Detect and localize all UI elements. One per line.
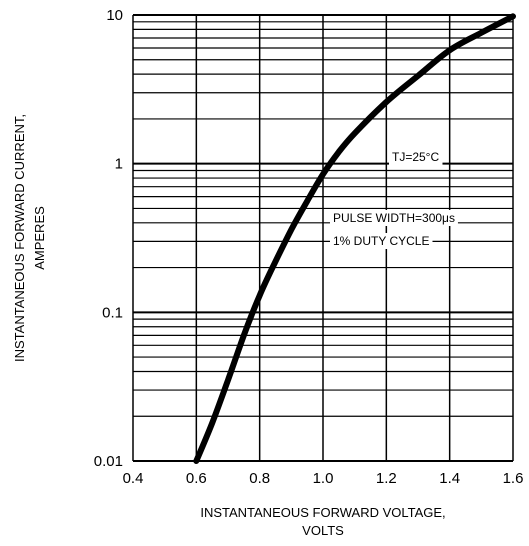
y-axis-title-line2: AMPERES [32,206,47,270]
annotation-duty-cycle: 1% DUTY CYCLE [333,234,429,248]
y-tick-label: 1 [115,156,123,173]
annotation-pulse-width-bg [330,210,458,226]
x-tick-label: 0.8 [249,470,270,487]
x-tick-label: 1.0 [313,470,334,487]
y-tick-label: 0.01 [94,453,123,470]
y-tick-label: 10 [106,7,123,24]
series-layer [193,13,516,464]
y-axis-title-line1: INSTANTANEOUS FORWARD CURRENT, [12,114,27,362]
x-tick-label: 1.6 [503,470,524,487]
tick-labels: 0.4 0.6 0.8 1.0 1.2 1.4 1.6 0.01 0.1 1 10 [94,7,524,487]
y-tick-label: 0.1 [102,304,123,321]
x-axis-title-line2: VOLTS [302,523,344,538]
grid [132,14,514,462]
annotations: TJ=25°C PULSE WIDTH=300μs 1% DUTY CYCLE [330,149,458,249]
x-tick-label: 1.2 [376,470,397,487]
annotation-duty-cycle-bg [330,233,433,249]
x-tick-label: 0.4 [123,470,144,487]
x-tick-label: 0.6 [186,470,207,487]
x-tick-label: 1.4 [439,470,460,487]
annotation-pulse-width: PULSE WIDTH=300μs [333,211,455,225]
annotation-temperature-bg [389,149,443,165]
x-axis-title-line1: INSTANTANEOUS FORWARD VOLTAGE, [200,505,445,520]
series-curve [193,13,516,464]
annotation-temperature: TJ=25°C [392,150,439,164]
